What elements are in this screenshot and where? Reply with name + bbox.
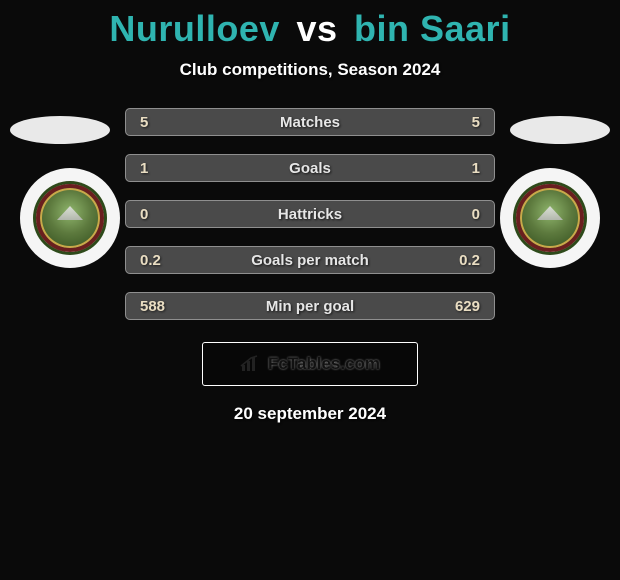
stat-right-value: 0.2 [459,252,480,269]
club-crest-icon [36,184,104,252]
player2-ellipse [510,116,610,144]
comparison-panel: 5 Matches 5 1 Goals 1 0 Hattricks 0 0.2 … [0,108,620,424]
stat-row-goals-per-match: 0.2 Goals per match 0.2 [125,246,495,274]
title-player2: bin Saari [354,8,511,49]
stat-row-matches: 5 Matches 5 [125,108,495,136]
stat-left-value: 0 [140,206,148,223]
player1-ellipse [10,116,110,144]
stat-label: Goals per match [251,252,369,269]
player1-club-crest [20,168,120,268]
date-label: 20 september 2024 [0,404,620,424]
stat-label: Hattricks [278,206,342,223]
stat-row-goals: 1 Goals 1 [125,154,495,182]
stat-left-value: 0.2 [140,252,161,269]
stat-right-value: 1 [472,160,480,177]
stat-right-value: 5 [472,114,480,131]
stat-bars: 5 Matches 5 1 Goals 1 0 Hattricks 0 0.2 … [125,108,495,320]
attribution-box: FcTables.com [202,342,418,386]
stat-right-value: 0 [472,206,480,223]
attribution-text: FcTables.com [268,354,380,374]
subtitle: Club competitions, Season 2024 [0,60,620,80]
stat-label: Goals [289,160,331,177]
stat-row-hattricks: 0 Hattricks 0 [125,200,495,228]
stat-left-value: 1 [140,160,148,177]
stat-left-value: 5 [140,114,148,131]
stat-right-value: 629 [455,298,480,315]
title-player1: Nurulloev [109,8,280,49]
player2-club-crest [500,168,600,268]
stat-label: Matches [280,114,340,131]
stat-label: Min per goal [266,298,354,315]
club-crest-icon [516,184,584,252]
stat-row-min-per-goal: 588 Min per goal 629 [125,292,495,320]
bar-chart-icon [240,355,262,373]
stat-left-value: 588 [140,298,165,315]
page-title: Nurulloev vs bin Saari [0,0,620,50]
title-vs: vs [296,8,337,49]
